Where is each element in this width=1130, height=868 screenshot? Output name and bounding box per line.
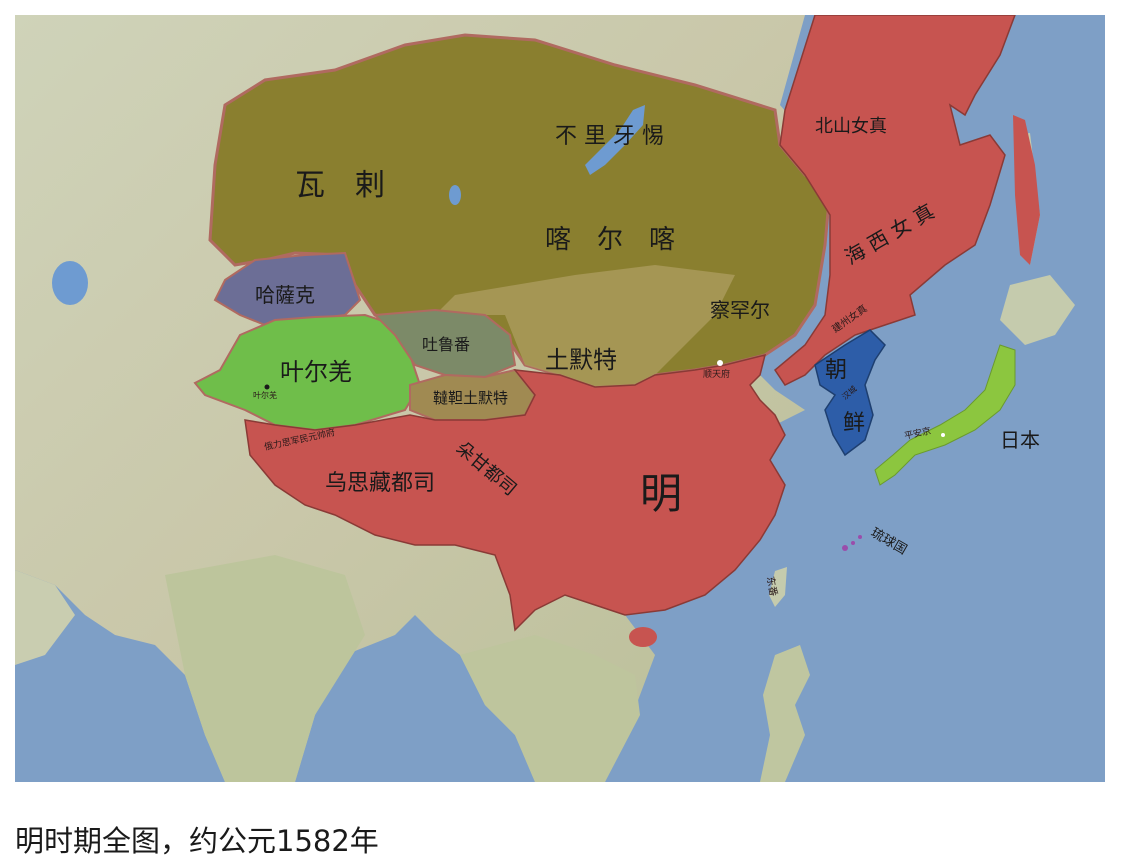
yarkand-city-marker: [264, 384, 270, 390]
region-yarkand: [193, 313, 422, 432]
khovsgol-lake: [449, 185, 461, 205]
label-kazakh: 哈薩克: [255, 283, 315, 307]
label-wusizang: 乌思藏都司: [325, 471, 435, 496]
region-tumed-area: [435, 265, 735, 387]
region-joseon: [814, 329, 886, 457]
taiwan: [769, 567, 787, 607]
label-chahar: 察罕尔: [710, 298, 770, 322]
label-shuntian: 顺天府: [703, 368, 730, 380]
label-joseon-2: 鲜: [843, 411, 865, 436]
label-buliyatu: 不 里 牙 惕: [555, 124, 664, 149]
label-japan: 日本: [1000, 428, 1040, 452]
historical-map: 瓦 剌 不 里 牙 惕 喀 尔 喀 察罕尔 哈薩克 吐鲁番 土默特 叶尔羌 韃靼…: [15, 15, 1105, 782]
ryukyu-island: [858, 535, 862, 539]
aral-lake: [52, 261, 88, 305]
label-ming: 明: [640, 469, 682, 518]
philippines: [760, 645, 810, 782]
india: [165, 555, 365, 782]
heiankyo-marker: [941, 433, 945, 437]
hainan-island: [629, 627, 657, 647]
ryukyu-island: [842, 545, 848, 551]
label-khalkha: 喀 尔 喀: [545, 225, 675, 255]
label-turpan: 吐鲁番: [422, 335, 470, 354]
label-yarkand: 叶尔羌: [280, 358, 352, 386]
region-turpan: [372, 308, 517, 379]
label-yarkand-city: 叶尔羌: [253, 390, 277, 400]
baikal-lake: [585, 105, 645, 175]
ryukyu-island: [851, 541, 855, 545]
label-joseon-1: 朝: [825, 358, 847, 383]
hokkaido: [1000, 275, 1075, 345]
region-nuzhen: [774, 15, 1016, 386]
region-sakhalin-red: [1013, 115, 1040, 265]
map-caption: 明时期全图，约公元1582年: [15, 824, 379, 858]
label-dada-tumed: 韃靼土默特: [433, 389, 508, 407]
arabia-coast: [15, 570, 75, 665]
shuntian-marker: [717, 360, 723, 366]
label-oirat: 瓦 剌: [295, 168, 385, 203]
label-tumed: 土默特: [545, 346, 617, 374]
region-japan: [874, 344, 1016, 486]
indochina: [460, 635, 640, 782]
label-taiwan: 东番: [764, 575, 780, 597]
label-beishan-nuzhen: 北山女真: [815, 116, 887, 137]
region-ming: [244, 353, 786, 632]
